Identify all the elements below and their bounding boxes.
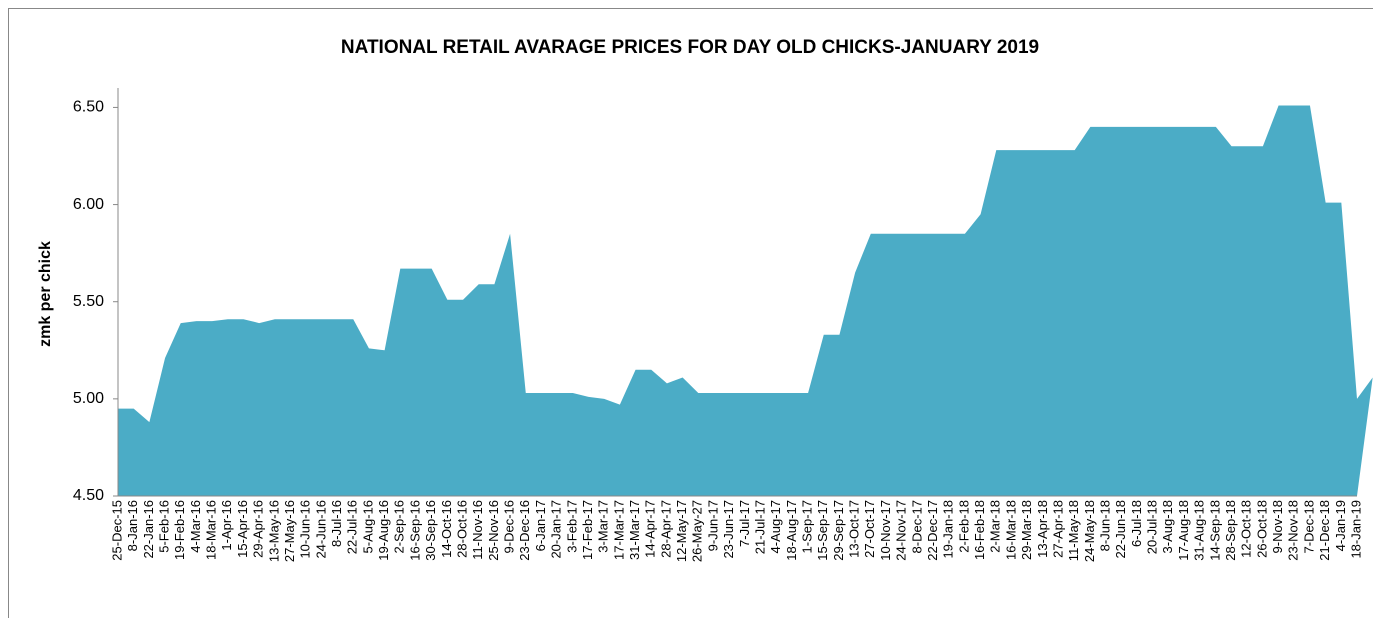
x-tick-label: 22-Jul-16 [345, 500, 360, 554]
x-tick-label: 16-Mar-18 [1003, 500, 1018, 560]
area [118, 105, 1373, 496]
x-tick-label: 28-Oct-16 [454, 500, 469, 558]
x-tick-label: 18-Mar-16 [204, 500, 219, 560]
x-tick-label: 3-Aug-18 [1160, 500, 1175, 553]
x-tick-label: 14-Apr-17 [643, 500, 658, 558]
x-tick-label: 17-Aug-18 [1176, 500, 1191, 561]
chart-border [8, 8, 1373, 618]
x-tick-label: 12-May-17 [674, 500, 689, 562]
chart-title: NATIONAL RETAIL AVARAGE PRICES FOR DAY O… [341, 37, 1039, 58]
x-tick-label: 31-Aug-18 [1192, 500, 1207, 561]
x-tick-label: 7-Jul-17 [737, 500, 752, 547]
x-tick-label: 17-Mar-17 [611, 500, 626, 560]
x-tick-label: 1-Sep-17 [800, 500, 815, 553]
y-tick-label: 6.50 [73, 99, 104, 116]
x-tick-label: 27-Apr-18 [1050, 500, 1065, 558]
x-tick-label: 2-Sep-16 [392, 500, 407, 553]
x-tick-label: 8-Jul-16 [329, 500, 344, 547]
x-tick-label: 3-Feb-17 [564, 500, 579, 553]
x-tick-label: 29-Sep-17 [831, 500, 846, 561]
x-tick-label: 5-Aug-16 [360, 500, 375, 553]
x-tick-label: 21-Dec-18 [1317, 500, 1332, 561]
x-tick-label: 23-Nov-18 [1286, 500, 1301, 561]
x-tick-label: 22-Jun-18 [1113, 500, 1128, 559]
x-tick-label: 13-Apr-18 [1035, 500, 1050, 558]
x-tick-label: 11-Nov-16 [470, 500, 485, 560]
x-tick-label: 15-Sep-17 [815, 500, 830, 561]
x-tick-label: 24-May-18 [1082, 500, 1097, 562]
x-tick-label: 27-Oct-17 [862, 500, 877, 558]
x-tick-label: 26-Oct-18 [1254, 500, 1269, 558]
x-tick-label: 8-Dec-17 [909, 500, 924, 553]
x-tick-label: 16-Feb-18 [972, 500, 987, 560]
y-axis-label: zmk per chick [37, 241, 54, 347]
x-tick-label: 2-Mar-18 [988, 500, 1003, 553]
x-tick-label: 28-Apr-17 [658, 500, 673, 558]
x-tick-label: 18-Aug-17 [784, 500, 799, 561]
x-tick-label: 10-Jun-16 [298, 500, 313, 559]
x-tick-label: 7-Dec-18 [1301, 500, 1316, 553]
x-tick-label: 2-Feb-18 [956, 500, 971, 553]
x-tick-label: 29-Apr-16 [251, 500, 266, 558]
x-tick-label: 24-Jun-16 [313, 500, 328, 559]
x-tick-label: 4-Mar-16 [188, 500, 203, 553]
x-tick-label: 18-Jan-19 [1348, 500, 1363, 559]
x-tick-label: 3-Mar-17 [596, 500, 611, 553]
x-tick-label: 27-May-16 [282, 500, 297, 562]
x-tick-label: 19-Aug-16 [376, 500, 391, 561]
x-tick-label: 8-Jun-18 [1098, 500, 1113, 551]
x-tick-label: 26-May-27 [690, 500, 705, 562]
x-tick-label: 30-Sep-16 [423, 500, 438, 561]
x-tick-label: 11-May-18 [1066, 500, 1081, 561]
x-tick-label: 29-Mar-18 [1019, 500, 1034, 560]
x-tick-label: 21-Jul-17 [752, 500, 767, 554]
x-tick-label: 22-Dec-17 [925, 500, 940, 561]
x-tick-label: 23-Jun-17 [721, 500, 736, 559]
x-tick-label: 6-Jul-18 [1129, 500, 1144, 547]
x-tick-label: 9-Dec-16 [502, 500, 517, 553]
x-tick-label: 5-Feb-16 [156, 500, 171, 553]
x-tick-label: 1-Apr-16 [219, 500, 234, 551]
x-tick-label: 15-Apr-16 [235, 500, 250, 558]
x-tick-label: 9-Jun-17 [705, 500, 720, 551]
x-tick-label: 19-Jan-18 [941, 500, 956, 559]
x-tick-label: 24-Nov-17 [894, 500, 909, 561]
x-tick-label: 17-Feb-17 [580, 500, 595, 560]
x-tick-label: 20-Jan-17 [549, 500, 564, 559]
x-tick-label: 14-Sep-18 [1207, 500, 1222, 561]
x-tick-label: 25-Dec-15 [109, 500, 124, 561]
x-tick-label: 19-Feb-16 [172, 500, 187, 560]
x-tick-label: 22-Jan-16 [141, 500, 156, 559]
x-tick-label: 31-Mar-17 [627, 500, 642, 560]
x-tick-label: 13-Oct-17 [847, 500, 862, 558]
x-tick-label: 4-Jan-19 [1333, 500, 1348, 551]
x-tick-label: 10-Nov-17 [878, 500, 893, 561]
y-tick-label: 6.00 [73, 196, 104, 213]
x-tick-label: 23-Dec-16 [517, 500, 532, 561]
x-tick-label: 28-Sep-18 [1223, 500, 1238, 561]
x-tick-label: 20-Jul-18 [1145, 500, 1160, 554]
y-tick-label: 5.50 [73, 293, 104, 310]
x-tick-label: 6-Jan-17 [533, 500, 548, 551]
x-tick-label: 9-Nov-18 [1270, 500, 1285, 553]
x-tick-label: 12-Oct-18 [1239, 500, 1254, 558]
x-tick-label: 13-May-16 [266, 500, 281, 562]
x-tick-label: 4-Aug-17 [768, 500, 783, 553]
y-tick-label: 4.50 [73, 487, 104, 504]
x-tick-label: 16-Sep-16 [407, 500, 422, 561]
x-tick-label: 25-Nov-16 [486, 500, 501, 561]
y-tick-label: 5.00 [73, 390, 104, 407]
x-tick-label: 8-Jan-16 [125, 500, 140, 551]
x-tick-label: 14-Oct-16 [439, 500, 454, 558]
